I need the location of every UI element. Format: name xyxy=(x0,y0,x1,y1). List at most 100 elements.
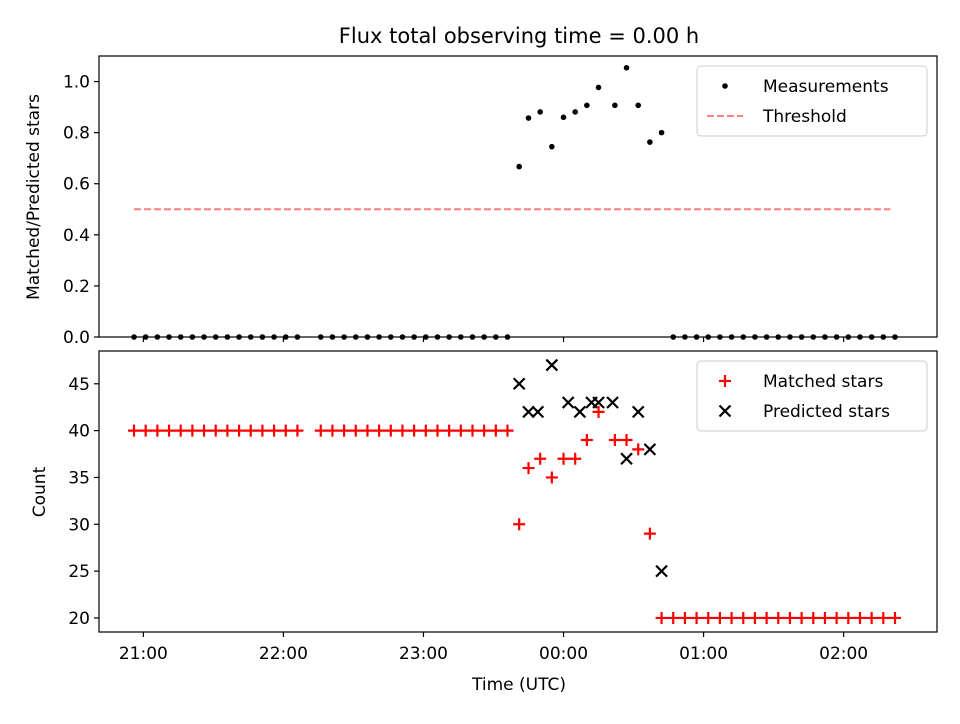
data-point xyxy=(561,396,575,409)
data-point xyxy=(725,611,738,624)
data-point xyxy=(748,611,761,624)
data-point xyxy=(705,334,712,340)
data-point xyxy=(892,334,898,340)
data-point xyxy=(667,611,680,624)
data-point xyxy=(317,334,324,340)
data-point xyxy=(655,564,668,578)
y-tick-label: 0.2 xyxy=(63,277,90,297)
data-point xyxy=(434,334,441,340)
x-axis-label: Time (UTC) xyxy=(471,675,566,695)
data-point xyxy=(387,334,394,340)
data-point xyxy=(752,334,758,340)
data-point xyxy=(545,471,558,484)
x-tick-label: 21:00 xyxy=(119,644,168,664)
plot-frame xyxy=(98,55,938,338)
data-point xyxy=(282,334,289,340)
data-point xyxy=(670,334,677,340)
data-point xyxy=(643,527,656,540)
y-tick-label: 1.0 xyxy=(63,73,90,93)
data-point xyxy=(186,424,199,437)
data-point xyxy=(740,334,747,340)
legend-frame xyxy=(696,65,928,137)
data-point xyxy=(620,452,633,465)
series-matched-stars xyxy=(128,405,901,624)
data-point xyxy=(151,424,164,437)
legend-label: Measurements xyxy=(763,77,889,97)
data-point xyxy=(376,334,382,340)
data-point xyxy=(522,462,535,475)
data-point xyxy=(572,109,578,115)
y-tick-label: 0.6 xyxy=(63,175,90,195)
legend: Matched stars Predicted stars xyxy=(696,360,928,432)
x-tick-label: 02:00 xyxy=(819,644,868,664)
data-point xyxy=(842,611,855,624)
data-point xyxy=(728,334,735,340)
y-tick-label: 30 xyxy=(68,515,90,535)
y-tick-label: 0.4 xyxy=(63,226,90,246)
data-point xyxy=(522,405,535,419)
data-point xyxy=(545,358,559,372)
data-point xyxy=(177,334,184,340)
data-point xyxy=(478,424,491,437)
data-point xyxy=(361,424,374,437)
data-point xyxy=(493,334,499,340)
data-point xyxy=(174,424,187,437)
data-point xyxy=(489,424,502,437)
chart-title: Flux total observing time = 0.00 h xyxy=(339,24,699,48)
data-point xyxy=(131,334,137,340)
x-tick-label: 22:00 xyxy=(259,644,308,664)
data-point xyxy=(678,611,691,624)
data-point xyxy=(888,611,901,624)
bottom-y-axis-label: Count xyxy=(30,466,50,517)
data-point xyxy=(512,377,526,391)
data-point xyxy=(364,334,371,340)
data-point xyxy=(573,405,587,419)
data-point xyxy=(865,611,878,624)
data-point xyxy=(635,102,642,109)
data-point xyxy=(329,334,336,340)
data-point xyxy=(857,334,863,340)
data-point xyxy=(760,611,773,624)
data-point xyxy=(643,443,657,456)
data-point xyxy=(868,334,875,340)
data-point xyxy=(338,424,351,437)
data-point xyxy=(326,424,339,437)
data-point xyxy=(166,334,172,340)
data-point xyxy=(422,334,429,340)
data-point xyxy=(647,139,653,145)
y-tick-label: 20 xyxy=(68,609,90,629)
data-point xyxy=(713,611,726,624)
data-point xyxy=(513,518,526,531)
bottom-panel: 20 25 30 35 40 45 21:00 22:00 23:00 00:00 01:00 02:… xyxy=(68,350,938,664)
data-point xyxy=(606,396,619,409)
data-point xyxy=(352,334,359,340)
series-predicted-stars xyxy=(512,358,668,578)
data-point xyxy=(737,611,750,624)
top-y-axis-label: Matched/Predicted stars xyxy=(24,94,44,300)
data-point xyxy=(807,611,820,624)
data-point xyxy=(189,334,196,340)
legend-swatch xyxy=(722,83,728,89)
top-panel: 0.0 0.2 0.4 0.6 0.8 1.0 Measurements Threshold xyxy=(63,55,938,348)
legend-swatch xyxy=(718,404,732,418)
data-point xyxy=(224,334,231,340)
data-point xyxy=(201,334,207,340)
data-point xyxy=(399,334,406,340)
data-point xyxy=(247,334,254,340)
data-point xyxy=(537,109,543,115)
data-point xyxy=(623,64,630,71)
x-tick-label: 00:00 xyxy=(539,644,588,664)
legend-frame xyxy=(696,360,928,432)
data-point xyxy=(584,102,590,109)
data-point xyxy=(632,443,645,456)
data-point xyxy=(163,424,176,437)
data-point xyxy=(209,424,222,437)
data-point xyxy=(693,334,700,340)
data-point xyxy=(580,433,593,446)
y-tick-label: 0.0 xyxy=(63,328,90,348)
legend-label: Matched stars xyxy=(763,372,883,392)
data-point xyxy=(504,334,511,340)
data-point xyxy=(221,424,234,437)
data-point xyxy=(128,424,141,437)
y-tick-label: 35 xyxy=(68,468,90,488)
